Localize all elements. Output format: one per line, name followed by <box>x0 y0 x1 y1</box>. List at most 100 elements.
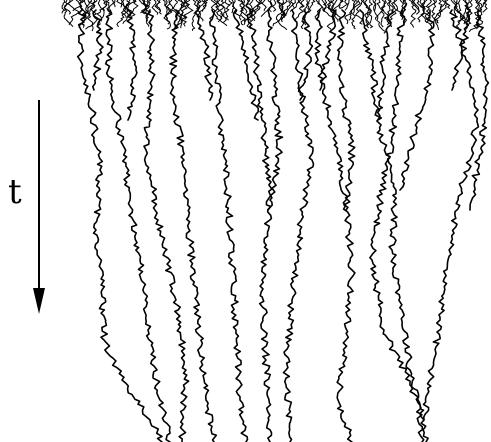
initial-walkers-band <box>61 0 488 34</box>
initial-walker <box>363 0 370 28</box>
initial-walker <box>314 0 324 21</box>
initial-walker <box>254 0 266 15</box>
initial-walker <box>344 0 350 11</box>
initial-walker <box>174 0 185 28</box>
walk-trace <box>246 9 273 442</box>
initial-walker <box>156 0 162 15</box>
initial-walker <box>421 0 428 8</box>
walk-trace <box>336 9 356 211</box>
initial-walker <box>78 0 87 18</box>
initial-walker <box>280 0 292 21</box>
initial-walker <box>466 0 473 25</box>
initial-walker <box>228 0 234 7</box>
initial-walker <box>113 0 116 8</box>
initial-walker <box>300 0 305 8</box>
initial-walker <box>106 0 115 15</box>
initial-walker <box>304 0 311 11</box>
time-arrow <box>33 100 45 314</box>
initial-walker <box>120 0 125 8</box>
initial-walker <box>217 0 225 23</box>
initial-walker <box>116 0 131 28</box>
initial-walker <box>386 0 392 20</box>
initial-walker <box>196 0 202 10</box>
walk-trace <box>265 9 284 211</box>
initial-walker <box>479 0 488 13</box>
initial-walker <box>140 0 151 14</box>
initial-walker <box>326 0 338 30</box>
time-axis-label: t <box>8 172 22 212</box>
initial-walker <box>411 0 420 15</box>
initial-walker <box>301 0 316 26</box>
initial-walker <box>474 0 484 30</box>
walk-trace <box>76 9 163 442</box>
initial-walker <box>116 0 128 18</box>
walk-trace <box>399 9 435 191</box>
walk-trace <box>282 9 315 442</box>
initial-walker <box>258 0 267 12</box>
initial-walker <box>354 0 365 25</box>
walk-trace <box>469 9 490 211</box>
initial-walker <box>122 0 137 24</box>
initial-walker <box>142 0 152 27</box>
initial-walker <box>192 0 200 15</box>
initial-walker <box>141 0 152 15</box>
initial-walker <box>466 0 473 22</box>
initial-walker <box>232 0 242 21</box>
initial-walker <box>332 0 344 18</box>
initial-walker <box>268 0 277 13</box>
initial-walker <box>300 0 312 30</box>
walk-trace <box>369 9 425 442</box>
initial-walker <box>81 0 98 26</box>
initial-walker <box>453 0 461 17</box>
initial-walker <box>65 0 80 27</box>
initial-walker <box>339 0 349 9</box>
initial-walker <box>129 0 139 20</box>
initial-walker <box>388 0 399 28</box>
initial-walker <box>380 0 390 26</box>
initial-walker <box>453 0 466 23</box>
initial-walker <box>209 0 222 21</box>
initial-walker <box>425 0 433 21</box>
walk-trace <box>319 9 337 91</box>
initial-walker <box>199 0 208 22</box>
walk-trace <box>194 9 214 101</box>
initial-walker <box>269 0 277 12</box>
walk-trace <box>232 9 260 121</box>
initial-walker <box>344 0 359 25</box>
initial-walker <box>282 0 296 19</box>
initial-walker <box>272 0 283 27</box>
initial-walker <box>411 0 421 12</box>
initial-walker <box>401 0 408 14</box>
initial-walker <box>173 0 191 29</box>
initial-walker <box>63 0 74 26</box>
initial-walker <box>289 0 295 8</box>
initial-walker <box>239 0 252 21</box>
initial-walker <box>191 0 209 31</box>
walk-trace <box>297 9 314 101</box>
walk-trace <box>92 9 104 91</box>
initial-walker <box>96 0 104 22</box>
walk-trace <box>104 9 171 442</box>
initial-walker <box>408 0 417 28</box>
initial-walker <box>243 0 263 23</box>
initial-walker <box>367 0 374 29</box>
initial-walker <box>373 0 377 11</box>
initial-walker <box>390 0 404 16</box>
walk-trace <box>169 9 218 442</box>
initial-walker <box>338 0 344 10</box>
initial-walker <box>250 0 261 13</box>
initial-walker <box>102 0 110 11</box>
initial-walker <box>376 0 385 28</box>
walk-trace <box>143 9 190 442</box>
initial-walker <box>321 0 328 12</box>
initial-walker <box>387 0 395 15</box>
initial-walker <box>429 0 449 29</box>
initial-walker <box>237 0 248 14</box>
initial-walker <box>399 0 408 21</box>
walk-trace <box>422 9 480 421</box>
initial-walker <box>151 0 159 15</box>
initial-walker <box>330 0 335 19</box>
walk-trace <box>451 9 471 91</box>
